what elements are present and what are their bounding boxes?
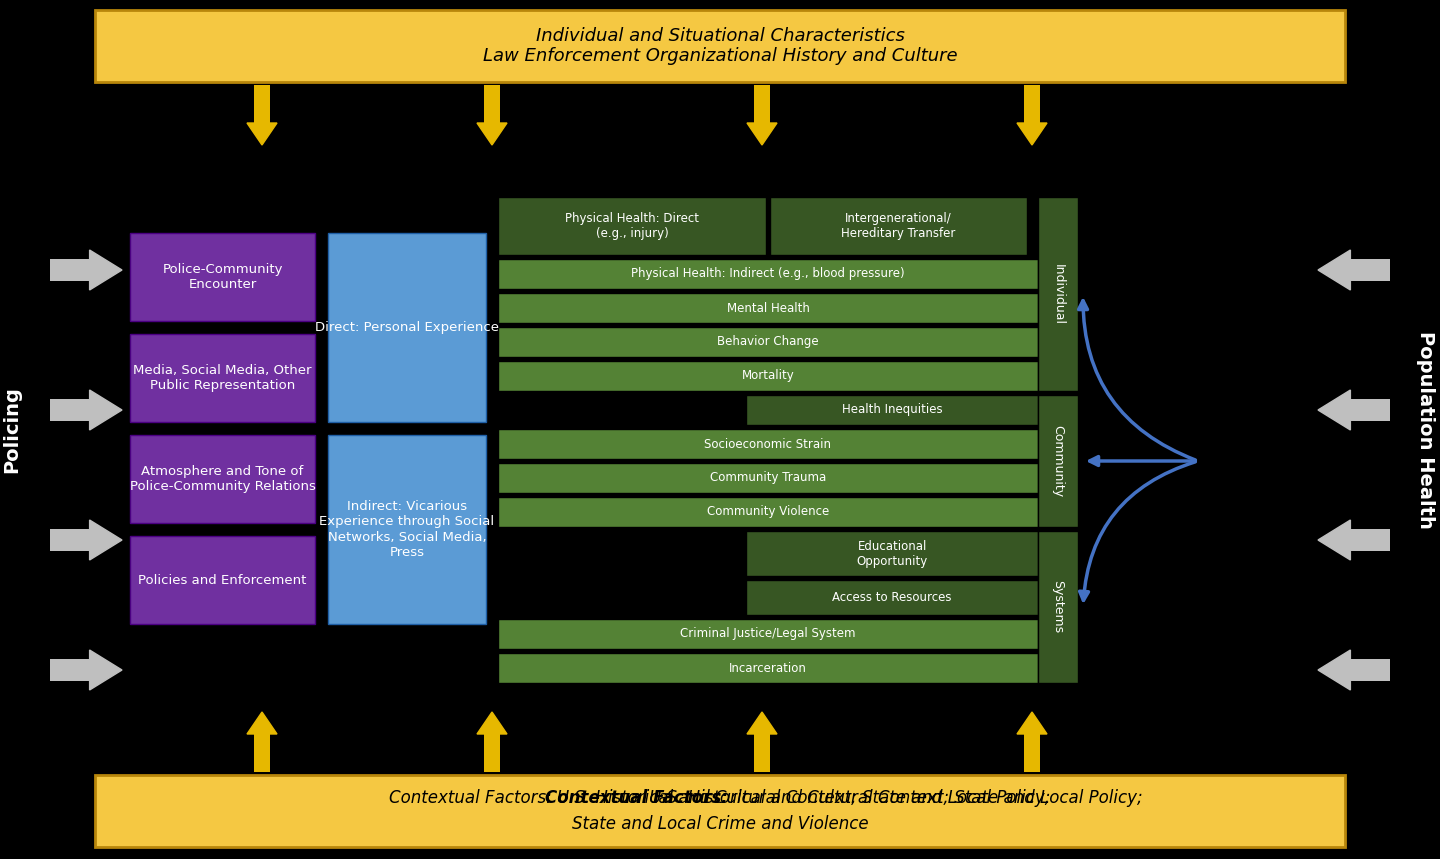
Bar bbox=[498, 327, 1038, 357]
Bar bbox=[498, 619, 1038, 649]
Text: Policies and Enforcement: Policies and Enforcement bbox=[138, 574, 307, 587]
Text: Educational
Opportunity: Educational Opportunity bbox=[857, 539, 927, 568]
Bar bbox=[498, 653, 1038, 683]
Polygon shape bbox=[1017, 712, 1047, 734]
Text: Indirect: Vicarious
Experience through Social
Networks, Social Media,
Press: Indirect: Vicarious Experience through S… bbox=[320, 501, 494, 558]
Text: Intergenerational/
Hereditary Transfer: Intergenerational/ Hereditary Transfer bbox=[841, 212, 956, 240]
Text: Community Trauma: Community Trauma bbox=[710, 472, 827, 484]
Text: Mental Health: Mental Health bbox=[727, 302, 809, 314]
Bar bbox=[1024, 85, 1040, 123]
Text: Physical Health: Direct
(e.g., injury): Physical Health: Direct (e.g., injury) bbox=[564, 212, 698, 240]
Polygon shape bbox=[1017, 123, 1047, 145]
Bar bbox=[498, 497, 1038, 527]
Text: Socioeconomic Strain: Socioeconomic Strain bbox=[704, 437, 831, 450]
Bar bbox=[498, 259, 1038, 289]
Bar bbox=[95, 10, 1345, 82]
Polygon shape bbox=[1318, 650, 1351, 690]
Text: Individual and Situational Characteristics
Law Enforcement Organizational Histor: Individual and Situational Characteristi… bbox=[482, 27, 958, 65]
Bar bbox=[770, 197, 1027, 255]
Bar bbox=[498, 361, 1038, 391]
Bar bbox=[498, 197, 766, 255]
FancyArrowPatch shape bbox=[1079, 301, 1195, 460]
Text: Policing: Policing bbox=[3, 387, 22, 473]
Bar bbox=[1038, 197, 1079, 391]
Bar bbox=[253, 85, 271, 123]
Bar bbox=[130, 536, 315, 624]
Polygon shape bbox=[1318, 520, 1351, 560]
Polygon shape bbox=[89, 390, 122, 430]
Bar bbox=[50, 399, 89, 421]
Text: Systems: Systems bbox=[1051, 581, 1064, 634]
Bar bbox=[1351, 529, 1390, 551]
Bar bbox=[484, 734, 500, 772]
Text: Media, Social Media, Other
Public Representation: Media, Social Media, Other Public Repres… bbox=[134, 364, 311, 392]
Polygon shape bbox=[477, 712, 507, 734]
Text: Criminal Justice/Legal System: Criminal Justice/Legal System bbox=[680, 628, 855, 641]
Text: Access to Resources: Access to Resources bbox=[832, 591, 952, 604]
Text: Direct: Personal Experience: Direct: Personal Experience bbox=[315, 321, 500, 334]
Bar bbox=[1024, 734, 1040, 772]
Text: Community: Community bbox=[1051, 425, 1064, 497]
Text: Physical Health: Indirect (e.g., blood pressure): Physical Health: Indirect (e.g., blood p… bbox=[631, 267, 904, 281]
Polygon shape bbox=[747, 123, 778, 145]
Bar bbox=[130, 233, 315, 321]
Bar bbox=[130, 435, 315, 523]
Polygon shape bbox=[747, 712, 778, 734]
FancyArrowPatch shape bbox=[1090, 456, 1195, 466]
Text: Incarceration: Incarceration bbox=[729, 661, 806, 674]
Text: Health Inequities: Health Inequities bbox=[842, 404, 943, 417]
Text: Atmosphere and Tone of
Police-Community Relations: Atmosphere and Tone of Police-Community … bbox=[130, 465, 315, 493]
Bar bbox=[484, 85, 500, 123]
Text: Contextual Factors:: Contextual Factors: bbox=[544, 789, 727, 807]
Bar bbox=[746, 531, 1038, 576]
Bar bbox=[498, 463, 1038, 493]
Polygon shape bbox=[248, 123, 276, 145]
Text: U.S. Historical and Cultural Context; State and Local Policy;: U.S. Historical and Cultural Context; St… bbox=[644, 789, 1142, 807]
Bar bbox=[253, 734, 271, 772]
Bar bbox=[755, 734, 770, 772]
Bar bbox=[498, 293, 1038, 323]
FancyArrowPatch shape bbox=[1080, 462, 1195, 600]
Bar bbox=[50, 659, 89, 681]
Bar bbox=[755, 85, 770, 123]
Bar bbox=[328, 435, 487, 624]
Bar bbox=[130, 334, 315, 422]
Bar bbox=[1351, 399, 1390, 421]
Text: Individual: Individual bbox=[1051, 264, 1064, 325]
Text: Population Health: Population Health bbox=[1416, 331, 1434, 529]
Bar bbox=[746, 395, 1038, 425]
Text: Community Violence: Community Violence bbox=[707, 505, 829, 519]
Bar bbox=[1351, 659, 1390, 681]
Polygon shape bbox=[89, 650, 122, 690]
Polygon shape bbox=[248, 712, 276, 734]
Bar bbox=[50, 529, 89, 551]
Text: State and Local Crime and Violence: State and Local Crime and Violence bbox=[572, 815, 868, 833]
Polygon shape bbox=[477, 123, 507, 145]
Text: Police-Community
Encounter: Police-Community Encounter bbox=[163, 263, 282, 291]
Bar bbox=[1038, 531, 1079, 683]
Bar bbox=[1038, 395, 1079, 527]
Text: Contextual Factors: U.S. Historical and Cultural Context; State and Local Policy: Contextual Factors: U.S. Historical and … bbox=[389, 789, 1051, 807]
Bar bbox=[1351, 259, 1390, 281]
Bar bbox=[95, 775, 1345, 847]
Polygon shape bbox=[1318, 250, 1351, 290]
Bar bbox=[328, 233, 487, 422]
Polygon shape bbox=[89, 250, 122, 290]
Polygon shape bbox=[89, 520, 122, 560]
Text: Behavior Change: Behavior Change bbox=[717, 336, 819, 349]
Text: Mortality: Mortality bbox=[742, 369, 795, 382]
Bar bbox=[498, 429, 1038, 459]
Bar bbox=[50, 259, 89, 281]
Bar bbox=[746, 580, 1038, 615]
Polygon shape bbox=[1318, 390, 1351, 430]
